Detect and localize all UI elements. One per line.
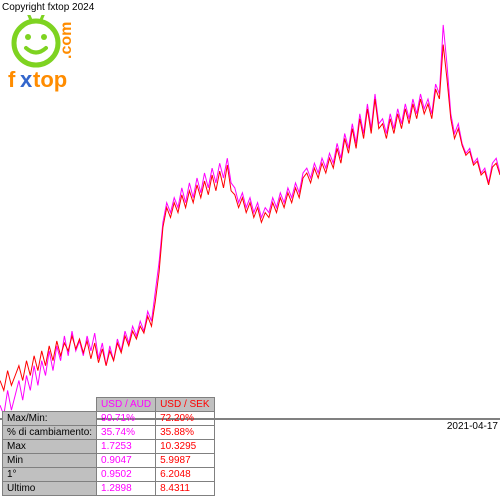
exchange-rate-chart <box>0 15 500 420</box>
row-v2: 6.2048 <box>156 468 214 482</box>
row-v2: 8.4311 <box>156 482 214 496</box>
row-v2: 72.20% <box>156 412 214 426</box>
series1-header: USD / AUD <box>97 398 156 412</box>
row-v2: 5.9987 <box>156 454 214 468</box>
row-v1: 1.7253 <box>97 440 156 454</box>
row-v1: 1.2898 <box>97 482 156 496</box>
row-label: Ultimo <box>3 482 97 496</box>
row-v2: 10.3295 <box>156 440 214 454</box>
copyright-text: Copyright fxtop 2024 <box>2 2 94 13</box>
row-label: Max/Min: <box>3 412 97 426</box>
row-v1: 0.9502 <box>97 468 156 482</box>
row-v1: 90.71% <box>97 412 156 426</box>
row-label: 1° <box>3 468 97 482</box>
stats-table: USD / AUD USD / SEK Max/Min:90.71%72.20%… <box>2 397 215 496</box>
x-axis-end: 2021-04-17 <box>447 421 498 432</box>
row-label: % di cambiamento: <box>3 426 97 440</box>
row-label: Min <box>3 454 97 468</box>
row-v1: 35.74% <box>97 426 156 440</box>
series2-header: USD / SEK <box>156 398 214 412</box>
row-v2: 35.88% <box>156 426 214 440</box>
row-v1: 0.9047 <box>97 454 156 468</box>
row-label: Max <box>3 440 97 454</box>
